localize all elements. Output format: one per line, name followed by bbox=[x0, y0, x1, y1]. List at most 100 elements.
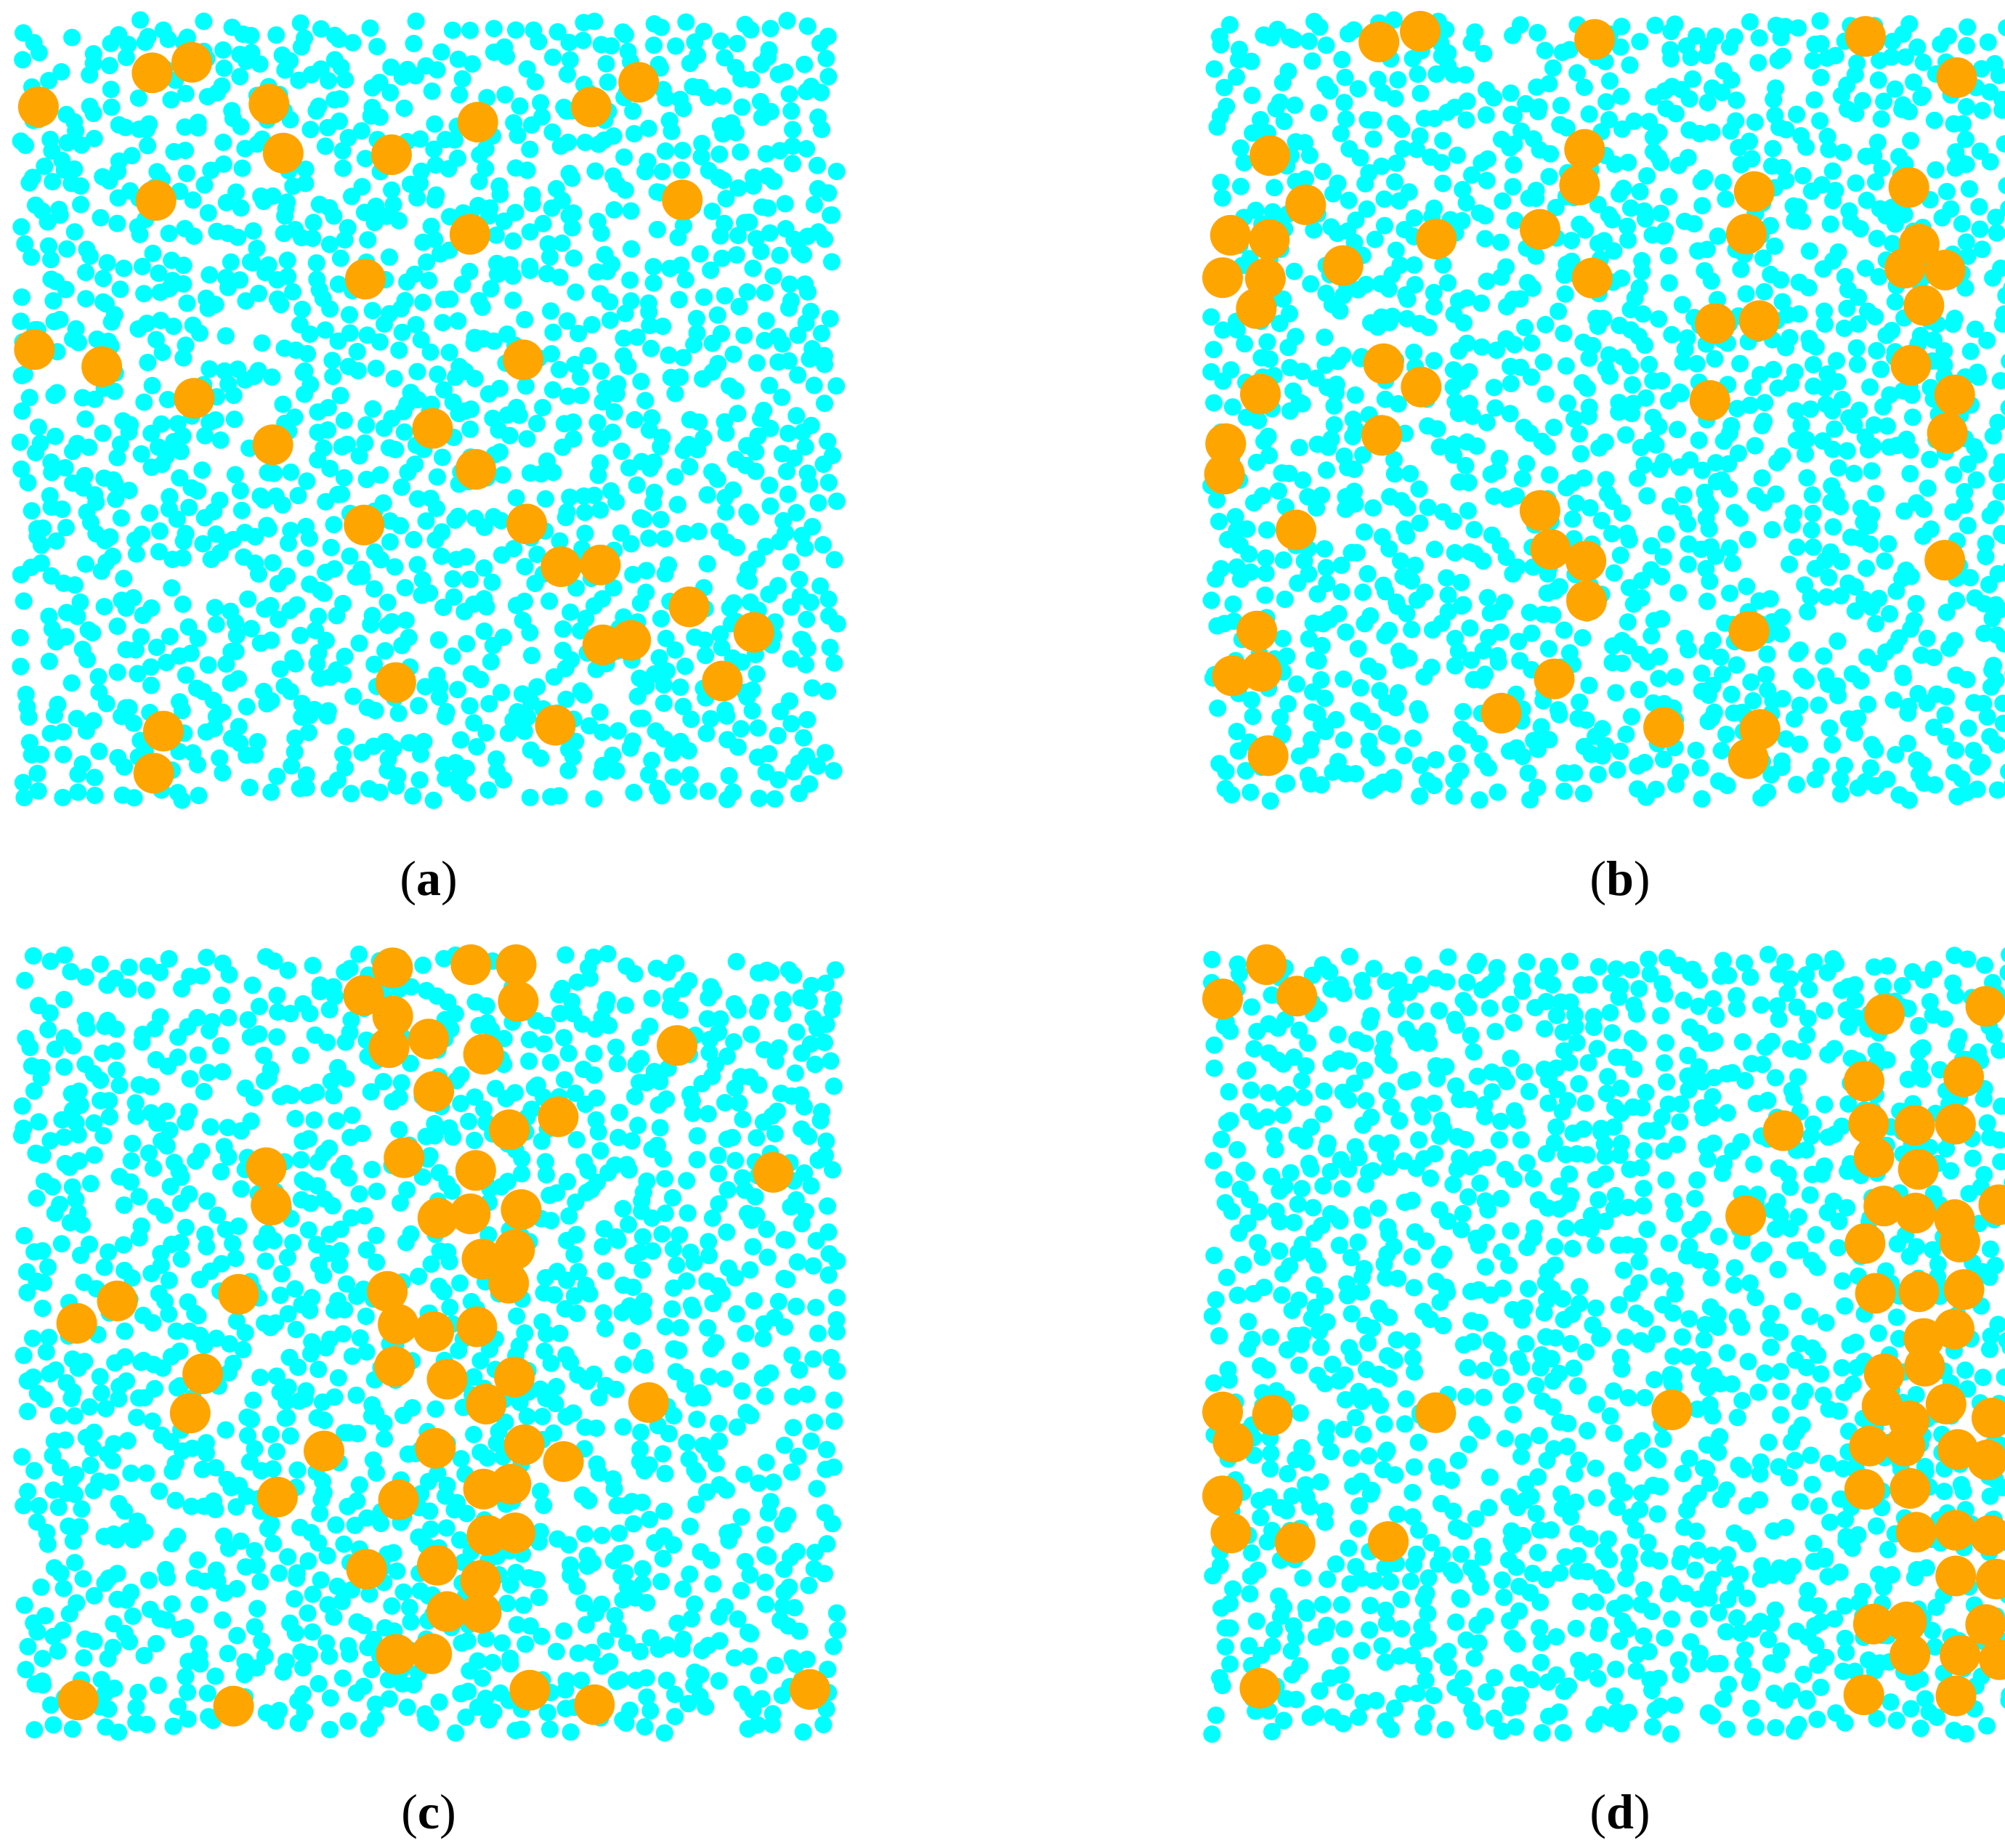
small-particle bbox=[1818, 588, 1836, 606]
small-particle bbox=[479, 1711, 498, 1729]
small-particle bbox=[392, 478, 410, 496]
small-particle bbox=[1205, 60, 1223, 78]
small-particle bbox=[478, 89, 496, 107]
small-particle bbox=[1810, 696, 1828, 714]
small-particle bbox=[615, 148, 633, 166]
small-particle bbox=[1833, 391, 1851, 408]
small-particle bbox=[1334, 286, 1353, 304]
small-particle bbox=[81, 247, 99, 265]
small-particle bbox=[426, 1127, 444, 1145]
small-particle bbox=[333, 142, 352, 160]
small-particle bbox=[16, 235, 34, 253]
small-particle bbox=[825, 1637, 843, 1655]
small-particle bbox=[1241, 1585, 1259, 1603]
small-particle bbox=[365, 580, 384, 598]
small-particle bbox=[437, 1519, 455, 1537]
small-particle bbox=[631, 1440, 649, 1458]
small-particle bbox=[1547, 198, 1565, 216]
small-particle bbox=[426, 230, 444, 248]
small-particle bbox=[544, 48, 562, 66]
small-particle bbox=[605, 1480, 623, 1498]
small-particle bbox=[616, 1544, 634, 1562]
small-particle bbox=[336, 1301, 354, 1318]
small-particle bbox=[757, 1454, 775, 1472]
small-particle bbox=[726, 1079, 744, 1097]
small-particle bbox=[802, 1432, 820, 1450]
small-particle bbox=[1961, 180, 1978, 198]
small-particle bbox=[690, 413, 708, 431]
small-particle bbox=[344, 33, 362, 52]
small-particle bbox=[200, 266, 219, 284]
small-particle bbox=[1488, 462, 1507, 480]
small-particle bbox=[1281, 304, 1299, 323]
small-particle bbox=[84, 1439, 102, 1457]
small-particle bbox=[501, 1576, 519, 1594]
small-particle bbox=[599, 73, 617, 91]
small-particle bbox=[1749, 54, 1767, 72]
small-particle bbox=[358, 1509, 376, 1527]
small-particle bbox=[19, 1483, 37, 1501]
small-particle bbox=[129, 665, 147, 683]
small-particle bbox=[184, 191, 202, 209]
small-particle bbox=[532, 1627, 551, 1645]
small-particle bbox=[15, 1496, 33, 1515]
small-particle bbox=[1303, 52, 1321, 70]
small-particle bbox=[624, 1278, 642, 1297]
small-particle bbox=[197, 723, 215, 741]
small-particle bbox=[698, 486, 716, 504]
small-particle bbox=[1249, 1233, 1267, 1252]
small-particle bbox=[375, 419, 393, 437]
small-particle bbox=[1673, 296, 1691, 314]
small-particle bbox=[726, 123, 745, 142]
small-particle bbox=[1653, 567, 1671, 585]
small-particle bbox=[1845, 464, 1863, 482]
small-particle bbox=[1434, 174, 1452, 192]
small-particle bbox=[1297, 170, 1314, 188]
large-particle bbox=[374, 1346, 416, 1387]
small-particle bbox=[766, 790, 784, 808]
small-particle bbox=[1518, 455, 1536, 473]
small-particle bbox=[1332, 124, 1350, 142]
small-particle bbox=[317, 1339, 335, 1357]
small-particle bbox=[1852, 672, 1870, 689]
small-particle bbox=[1540, 640, 1558, 657]
small-particle bbox=[764, 1473, 782, 1491]
small-particle bbox=[412, 745, 430, 763]
small-particle bbox=[588, 413, 607, 431]
small-particle bbox=[411, 174, 429, 192]
small-particle bbox=[580, 1491, 598, 1509]
small-particle bbox=[94, 1045, 112, 1062]
small-particle bbox=[1693, 790, 1711, 808]
small-particle bbox=[65, 223, 84, 241]
large-particle bbox=[304, 1430, 344, 1472]
small-particle bbox=[1419, 498, 1437, 516]
small-particle bbox=[207, 1329, 225, 1348]
small-particle bbox=[318, 1547, 336, 1565]
small-particle bbox=[1804, 504, 1822, 522]
small-particle bbox=[69, 1359, 87, 1377]
small-particle bbox=[420, 272, 438, 289]
small-particle bbox=[360, 1585, 378, 1603]
small-particle bbox=[1886, 293, 1904, 311]
small-particle bbox=[160, 949, 178, 968]
small-particle bbox=[732, 1352, 750, 1370]
small-particle bbox=[655, 694, 673, 712]
small-particle bbox=[449, 681, 467, 699]
small-particle bbox=[1204, 1567, 1222, 1585]
small-particle bbox=[1959, 516, 1977, 535]
small-particle bbox=[773, 388, 791, 406]
small-particle bbox=[1332, 583, 1350, 601]
small-particle bbox=[182, 644, 200, 662]
small-particle bbox=[66, 576, 84, 594]
small-particle bbox=[785, 1599, 803, 1617]
small-particle bbox=[269, 1003, 287, 1021]
small-particle bbox=[1519, 764, 1537, 782]
small-particle bbox=[190, 1595, 208, 1613]
small-particle bbox=[193, 461, 211, 479]
small-particle bbox=[551, 1324, 569, 1342]
small-particle bbox=[368, 38, 386, 56]
small-particle bbox=[668, 495, 686, 514]
small-particle bbox=[1773, 689, 1791, 708]
small-particle bbox=[1925, 111, 1943, 129]
small-particle bbox=[796, 438, 814, 456]
